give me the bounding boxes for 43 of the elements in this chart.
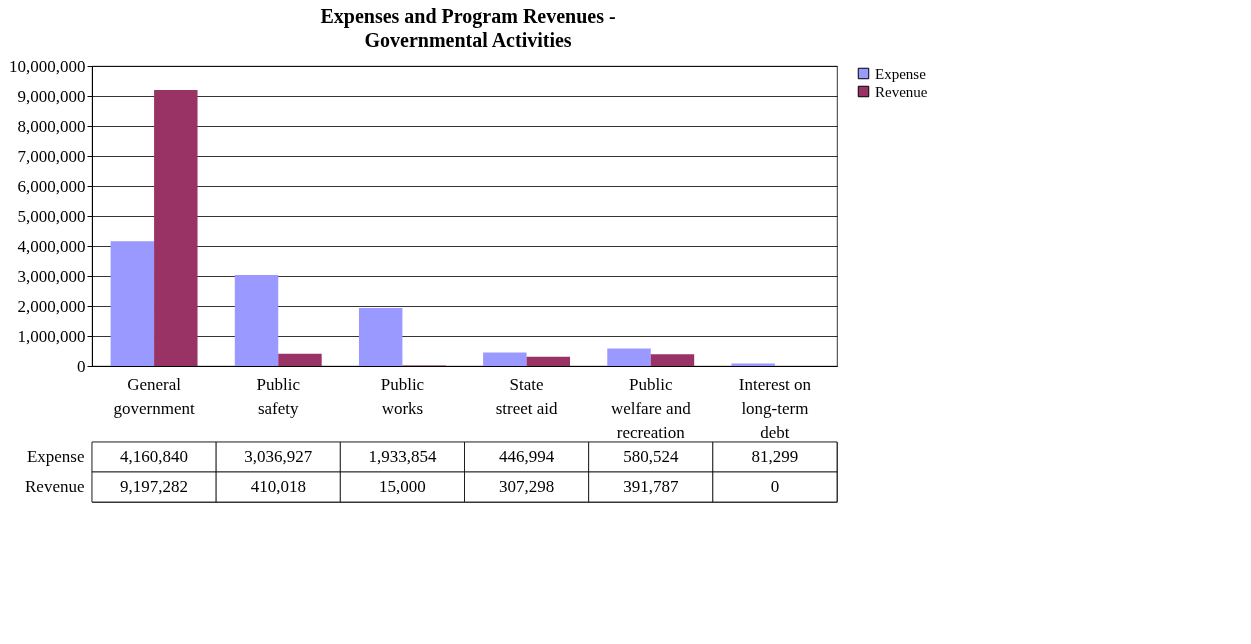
x-tick-label: Public works xyxy=(380,374,425,418)
text: Revenue xyxy=(25,477,85,496)
data-label: 391,787 xyxy=(623,477,679,496)
y-tick-label: 0 xyxy=(77,356,86,376)
bar xyxy=(483,352,527,366)
y-tick-label: 8,000,000 xyxy=(17,116,86,136)
bar xyxy=(526,356,571,366)
data-label: 4,160,840 xyxy=(120,447,189,466)
y-tick-label: 6,000,000 xyxy=(17,176,86,196)
y-tick-label: 2,000,000 xyxy=(17,296,86,316)
data-label: 1,933,854 xyxy=(368,447,437,466)
data-label: 15,000 xyxy=(379,477,426,496)
data-label: 81,299 xyxy=(751,447,799,466)
data-label: 580,524 xyxy=(623,447,679,466)
bar xyxy=(234,274,279,366)
data-label: 410,018 xyxy=(250,477,306,496)
y-tick-label: 5,000,000 xyxy=(17,206,86,226)
data-label: 0 xyxy=(770,477,780,496)
data-label: 3,036,927 xyxy=(244,447,313,466)
bar xyxy=(110,241,155,366)
bar xyxy=(607,348,651,366)
chart-title: Expenses and Program Revenues - Governmental Activities xyxy=(320,4,616,51)
data-label: 307,298 xyxy=(498,477,555,496)
y-tick-label: 7,000,000 xyxy=(17,146,86,166)
bar xyxy=(358,307,403,366)
bar xyxy=(278,353,322,366)
bar xyxy=(154,90,198,366)
legend-label: Expense xyxy=(875,65,927,82)
y-tick-label: 4,000,000 xyxy=(17,236,86,256)
x-tick-label: Public welfare and recreation xyxy=(610,374,692,442)
text: Expense xyxy=(26,447,85,466)
y-tick-label: 9,000,000 xyxy=(17,86,86,106)
x-tick-label: Interest on long-term debt xyxy=(738,374,812,442)
x-tick-label: Public safety xyxy=(256,374,301,418)
y-tick-label: 10,000,000 xyxy=(9,56,86,76)
x-tick-label: State street aid xyxy=(495,374,558,418)
legend-label: Revenue xyxy=(875,83,928,100)
x-tick-label: General government xyxy=(113,374,195,418)
bar xyxy=(650,354,695,366)
data-label: 9,197,282 xyxy=(120,477,189,496)
y-tick-label: 3,000,000 xyxy=(17,266,86,286)
data-label: 446,994 xyxy=(498,447,555,466)
y-tick-label: 1,000,000 xyxy=(17,326,86,346)
